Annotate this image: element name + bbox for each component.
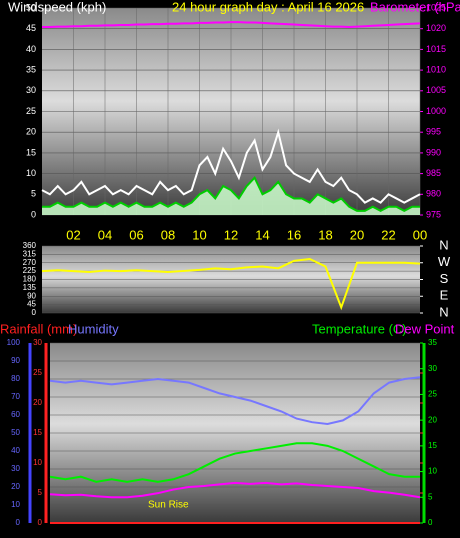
- area: [42, 177, 420, 215]
- series-line: [49, 481, 421, 499]
- y-tick-label: N: [439, 304, 448, 319]
- x-tick-label: 04: [98, 227, 112, 242]
- y-tick-label: 975: [426, 209, 441, 219]
- y-tick-label: 60: [11, 410, 20, 419]
- y-tick-label: 0: [31, 209, 36, 219]
- chart-label: Barometer (hPa): [370, 0, 460, 14]
- y-tick-label: 225: [23, 266, 37, 275]
- y-tick-label: 135: [23, 283, 37, 292]
- y-tick-label: 1010: [426, 64, 446, 74]
- x-tick-label: 12: [224, 227, 238, 242]
- y-tick-label: 0: [428, 518, 433, 527]
- x-tick-label: 06: [129, 227, 143, 242]
- x-tick-label: 08: [161, 227, 175, 242]
- y-tick-label: 45: [27, 300, 36, 309]
- x-tick-label: 16: [287, 227, 301, 242]
- y-tick-label: 5: [428, 492, 433, 501]
- y-tick-label: 1005: [426, 85, 446, 95]
- series-line: [49, 442, 420, 483]
- y-tick-label: 40: [11, 446, 20, 455]
- y-tick-label: 20: [33, 398, 42, 407]
- y-tick-label: 5: [38, 488, 43, 497]
- y-tick-label: 100: [7, 338, 21, 347]
- y-tick-label: 45: [26, 23, 36, 33]
- y-tick-label: E: [440, 288, 449, 303]
- series-line: [41, 128, 421, 204]
- y-tick-label: 30: [26, 85, 36, 95]
- x-tick-label: 22: [381, 227, 395, 242]
- y-tick-label: 270: [23, 258, 37, 267]
- y-tick-label: 0: [38, 518, 43, 527]
- y-tick-label: 10: [428, 467, 437, 476]
- x-tick-label: 00: [413, 227, 427, 242]
- y-tick-label: 30: [11, 464, 20, 473]
- y-tick-label: 50: [11, 428, 20, 437]
- y-tick-label: 995: [426, 127, 441, 137]
- y-tick-label: 90: [27, 291, 36, 300]
- y-tick-label: 10: [33, 458, 42, 467]
- y-tick-label: 35: [428, 338, 437, 347]
- y-tick-label: 20: [26, 127, 36, 137]
- y-tick-label: 180: [23, 275, 37, 284]
- series-line: [42, 175, 420, 212]
- y-tick-label: 1015: [426, 44, 446, 54]
- x-tick-label: 14: [255, 227, 269, 242]
- y-tick-label: 10: [11, 500, 20, 509]
- y-tick-label: 90: [11, 356, 20, 365]
- legend-label: Temperature (C): [312, 321, 407, 336]
- y-tick-label: 1020: [426, 23, 446, 33]
- x-tick-label: 20: [350, 227, 364, 242]
- y-tick-label: 0: [32, 308, 37, 317]
- y-tick-label: 20: [11, 482, 20, 491]
- chart-label: Windspeed (kph): [8, 0, 106, 14]
- series-line: [41, 258, 421, 311]
- series-line: [42, 21, 421, 29]
- y-tick-label: 315: [23, 249, 37, 258]
- y-tick-label: 40: [26, 44, 36, 54]
- y-tick-label: 80: [11, 374, 20, 383]
- y-tick-label: 15: [428, 441, 437, 450]
- y-tick-label: N: [439, 237, 448, 252]
- y-tick-label: 50: [26, 2, 36, 12]
- series-line: [49, 376, 421, 426]
- y-tick-label: 1025: [426, 2, 446, 12]
- y-tick-label: 0: [16, 518, 21, 527]
- y-tick-label: S: [440, 271, 449, 286]
- y-tick-label: 30: [33, 338, 42, 347]
- y-tick-label: 30: [428, 364, 437, 373]
- annotation: Sun Rise: [148, 500, 189, 511]
- y-tick-label: 360: [23, 241, 37, 250]
- legend-label: Dew Point: [395, 321, 455, 336]
- y-tick-label: 35: [26, 64, 36, 74]
- legend-label: Humidity: [68, 321, 119, 336]
- y-tick-label: 15: [26, 147, 36, 157]
- y-tick-label: 1000: [426, 106, 446, 116]
- y-tick-label: 25: [428, 390, 437, 399]
- chart-label: 24 hour graph day : April 16 2026: [172, 0, 364, 14]
- y-tick-label: 990: [426, 147, 441, 157]
- y-tick-label: 25: [33, 368, 42, 377]
- legend-label: Rainfall (mm): [0, 321, 77, 336]
- x-tick-label: 10: [192, 227, 206, 242]
- y-tick-label: 5: [31, 189, 36, 199]
- y-tick-label: 10: [26, 168, 36, 178]
- y-tick-label: 70: [11, 392, 20, 401]
- x-tick-label: 02: [66, 227, 80, 242]
- y-tick-label: 25: [26, 106, 36, 116]
- y-tick-label: 20: [428, 415, 437, 424]
- y-tick-label: W: [438, 254, 451, 269]
- y-tick-label: 985: [426, 168, 441, 178]
- x-tick-label: 18: [318, 227, 332, 242]
- y-tick-label: 15: [33, 428, 42, 437]
- y-tick-label: 980: [426, 189, 441, 199]
